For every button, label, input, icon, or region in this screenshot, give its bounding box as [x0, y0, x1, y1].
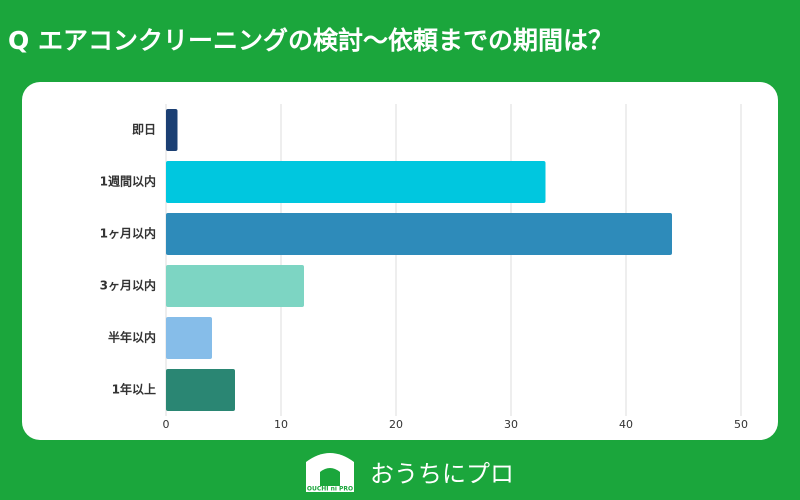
x-tick-label: 10 — [274, 418, 288, 431]
bar — [166, 213, 672, 255]
y-tick-label: 1週間以内 — [100, 174, 156, 189]
bar — [166, 109, 178, 151]
x-tick-label: 30 — [504, 418, 518, 431]
y-tick-label: 即日 — [132, 123, 156, 137]
bar — [166, 265, 304, 307]
y-tick-label: 1年以上 — [112, 382, 156, 397]
x-tick-label: 20 — [389, 418, 403, 431]
y-tick-label: 1ヶ月以内 — [100, 226, 156, 241]
logo-text: おうちにプロ — [370, 460, 514, 488]
bar — [166, 317, 212, 359]
bar — [166, 161, 546, 203]
x-tick-label: 40 — [619, 418, 633, 431]
x-tick-label: 50 — [734, 418, 748, 431]
y-tick-label: 3ヶ月以内 — [100, 278, 156, 293]
logo: OUCHI ni PRO おうちにプロ — [306, 453, 514, 493]
chart-title: Q エアコンクリーニングの検討〜依頼までの期間は？ — [8, 26, 613, 55]
logo-mark: OUCHI ni PRO — [307, 486, 353, 493]
logo-door — [320, 468, 340, 486]
x-tick-label: 0 — [163, 418, 170, 431]
bar — [166, 369, 235, 411]
y-tick-label: 半年以内 — [108, 330, 156, 345]
